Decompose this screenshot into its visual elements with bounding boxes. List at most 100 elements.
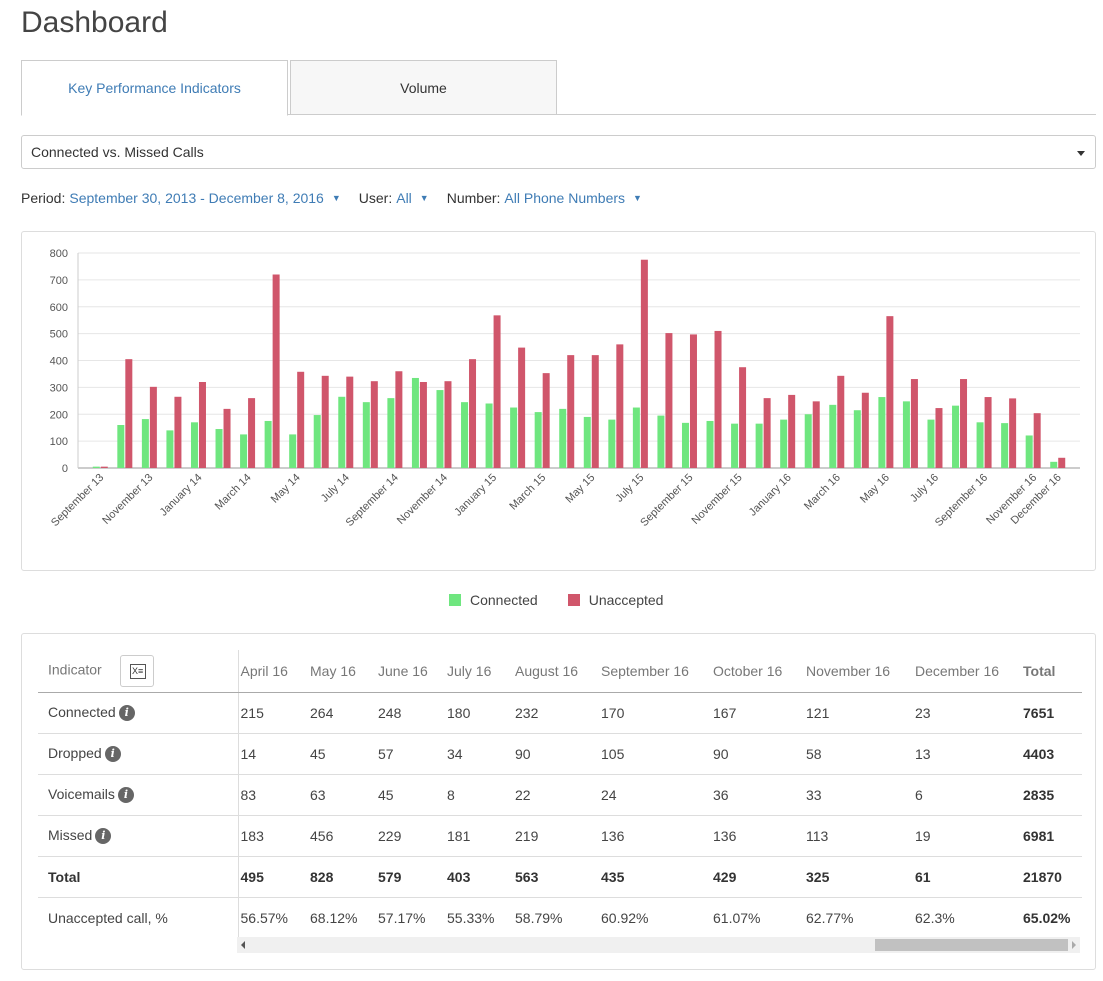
table-cell: 456 <box>308 815 376 857</box>
excel-export-button[interactable]: X≡ <box>119 654 154 687</box>
bar-connected <box>338 396 346 468</box>
x-tick-label: November 13 <box>100 472 155 527</box>
column-header-month: September 16 <box>599 650 711 693</box>
table-cell: 57.17% <box>378 909 426 926</box>
bar-connected <box>583 416 591 468</box>
legend-item-unaccepted[interactable]: Unaccepted <box>567 592 663 608</box>
user-label: User: <box>358 190 393 206</box>
table-cell: 105 <box>599 733 711 775</box>
table-cell: 8 <box>445 774 513 816</box>
x-tick-label: March 16 <box>802 472 843 513</box>
bar-unaccepted <box>812 401 820 468</box>
column-header-month: May 16 <box>308 650 376 693</box>
table-cell: 828 <box>308 856 376 898</box>
scrollbar-thumb[interactable] <box>875 939 1068 951</box>
table-row: Unaccepted call, % 56.57% 68.12% 57.17% 55.3… <box>38 897 1082 938</box>
chart-legend: Connected Unaccepted <box>449 592 693 608</box>
tab-key-performance-indicators[interactable]: Key Performance Indicators <box>21 60 288 116</box>
bar-unaccepted <box>788 394 796 468</box>
row-total-cell: 65.02% <box>1023 909 1071 926</box>
bar-unaccepted <box>591 355 599 468</box>
x-tick-label: July 14 <box>319 472 352 505</box>
y-tick-label: 300 <box>50 382 68 394</box>
table-cell: 232 <box>513 692 599 734</box>
bar-connected <box>92 466 100 468</box>
row-label-cell: Voicemails i <box>38 774 239 816</box>
table-cell: 495 <box>238 856 308 898</box>
period-caret-icon[interactable]: ▼ <box>331 193 341 203</box>
number-dropdown[interactable]: All Phone Numbers <box>504 190 626 206</box>
legend-label-connected: Connected <box>470 592 538 608</box>
info-icon[interactable]: i <box>104 746 121 763</box>
table-cell: 83 <box>238 774 308 816</box>
kpi-table: Indicator X≡ April 16 May 16 June 16 Jul… <box>38 650 1082 938</box>
column-header-month: October 16 <box>711 650 804 693</box>
table-cell: 55.33% <box>447 909 495 926</box>
info-icon[interactable]: i <box>95 828 112 845</box>
table-cell: 61 <box>913 856 1021 898</box>
tab-volume[interactable]: Volume <box>290 60 557 115</box>
bar-unaccepted <box>640 259 648 468</box>
report-select[interactable]: Connected vs. Missed Calls <box>21 135 1096 169</box>
bar-connected <box>411 377 419 468</box>
bar-connected <box>632 407 640 468</box>
x-tick-label: November 14 <box>395 472 450 527</box>
table-cell: 90 <box>711 733 804 775</box>
y-tick-label: 100 <box>50 436 68 448</box>
scroll-left-arrow-icon[interactable] <box>241 941 245 949</box>
bar-unaccepted <box>665 333 673 468</box>
user-dropdown[interactable]: All <box>396 190 412 206</box>
table-cell: 170 <box>599 692 711 734</box>
bar-unaccepted <box>886 316 894 468</box>
bar-unaccepted <box>370 381 378 468</box>
bar-unaccepted <box>223 408 231 468</box>
table-cell: 36 <box>711 774 804 816</box>
table-cell: 34 <box>445 733 513 775</box>
table-cell: 136 <box>711 815 804 857</box>
table-cell: 90 <box>513 733 599 775</box>
table-horizontal-scrollbar[interactable] <box>237 937 1080 953</box>
table-cell: 62.3% <box>915 909 955 926</box>
row-label-cell: Connected i <box>38 692 239 734</box>
bar-connected <box>878 397 886 468</box>
y-tick-label: 700 <box>50 275 68 287</box>
table-cell: 248 <box>376 692 445 734</box>
bar-connected <box>927 419 935 468</box>
column-header-indicator: Indicator X≡ <box>38 650 239 693</box>
table-cell: 435 <box>599 856 711 898</box>
table-cell: 57 <box>376 733 445 775</box>
table-body: Connected i 215 264 248 180 232 170 167 121 23 7651… <box>38 692 1082 938</box>
column-header-total: Total <box>1021 650 1082 693</box>
period-dropdown[interactable]: September 30, 2013 - December 8, 2016 <box>69 190 324 206</box>
bar-connected <box>902 401 910 468</box>
x-tick-label: July 15 <box>613 472 646 505</box>
table-cell: 563 <box>513 856 599 898</box>
table-cell: 24 <box>599 774 711 816</box>
legend-item-connected[interactable]: Connected <box>449 592 538 608</box>
bar-unaccepted <box>1058 457 1066 468</box>
info-icon[interactable]: i <box>118 705 135 722</box>
x-tick-label: January 16 <box>747 472 794 519</box>
bar-connected <box>313 415 321 468</box>
column-header-month: November 16 <box>804 650 913 693</box>
bar-unaccepted <box>984 397 992 468</box>
bar-connected <box>362 402 370 468</box>
period-label: Period: <box>21 190 66 206</box>
indicator-header-label: Indicator <box>48 661 102 678</box>
number-caret-icon[interactable]: ▼ <box>633 193 642 203</box>
row-total-cell: 7651 <box>1021 692 1082 734</box>
scroll-right-arrow-icon[interactable] <box>1072 941 1076 949</box>
bar-connected <box>1001 423 1009 468</box>
bar-unaccepted <box>149 386 157 468</box>
table-cell: 219 <box>513 815 599 857</box>
x-tick-label: March 15 <box>507 472 548 513</box>
x-tick-label: May 16 <box>858 472 892 506</box>
row-total-cell: 21870 <box>1021 856 1082 898</box>
bar-unaccepted <box>125 359 133 468</box>
user-caret-icon[interactable]: ▼ <box>419 193 429 203</box>
info-icon[interactable]: i <box>117 787 134 804</box>
bar-unaccepted <box>616 344 624 468</box>
y-tick-label: 500 <box>50 329 68 341</box>
table-cell: 19 <box>913 815 1021 857</box>
